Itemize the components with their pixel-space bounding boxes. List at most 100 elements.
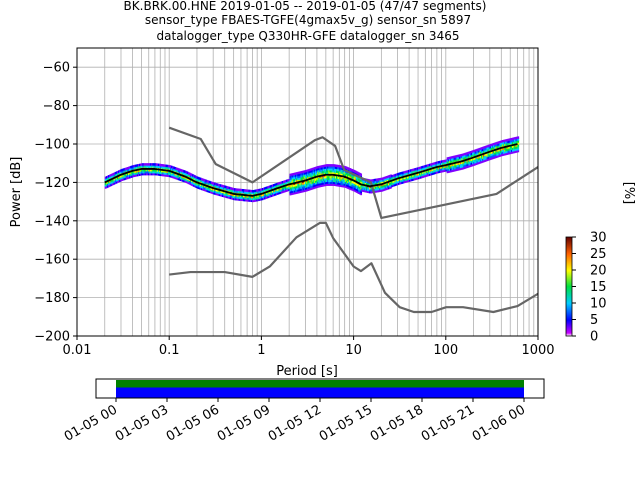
density-cell [333, 170, 336, 173]
density-cell [507, 142, 510, 146]
density-cell [181, 169, 183, 172]
density-cell [467, 153, 470, 157]
density-cell [350, 174, 353, 177]
density-cell [281, 190, 284, 194]
density-cell [292, 190, 295, 193]
density-cell [302, 182, 305, 185]
density-cell [409, 179, 411, 182]
density-cell [513, 146, 515, 150]
density-cell [207, 188, 210, 191]
density-cell [240, 190, 243, 194]
density-cell [400, 181, 402, 185]
density-cell [427, 164, 430, 167]
density-cell [362, 187, 365, 191]
density-cell [175, 169, 178, 172]
density-cell [452, 167, 454, 170]
density-cell [513, 141, 515, 144]
density-cell [113, 172, 116, 175]
density-cell [428, 173, 431, 176]
density-cell [494, 152, 496, 155]
density-cell [410, 175, 412, 178]
density-cell [321, 166, 324, 170]
density-cell [335, 170, 338, 173]
density-cell [363, 182, 366, 185]
density-cell [321, 176, 324, 180]
density-cell [341, 182, 344, 186]
density-cell [205, 181, 208, 185]
density-cell [468, 159, 471, 162]
density-cell [201, 179, 203, 183]
density-cell [307, 175, 309, 178]
density-cell [311, 187, 314, 190]
density-cell [354, 178, 357, 181]
density-cell [296, 174, 298, 177]
density-cell [172, 166, 174, 169]
density-cell [380, 185, 382, 188]
density-cell [164, 172, 167, 175]
density-cell [218, 183, 221, 187]
density-cell [350, 168, 353, 172]
density-cell [422, 175, 424, 178]
density-cell [316, 172, 318, 175]
density-cell [236, 198, 239, 201]
colorbar-tick-label: 5 [590, 313, 598, 328]
density-cell [480, 150, 483, 154]
density-cell [433, 164, 436, 167]
density-cell [468, 160, 471, 164]
density-cell [476, 158, 479, 161]
density-cell [461, 163, 463, 166]
density-cell [208, 184, 211, 188]
density-cell [410, 178, 412, 182]
density-cell [277, 188, 280, 191]
density-cell [247, 197, 250, 200]
density-cell [186, 175, 189, 178]
density-cell [313, 182, 316, 185]
density-cell [459, 167, 462, 171]
density-cell [246, 197, 249, 200]
density-cell [499, 154, 502, 157]
density-cell [280, 181, 283, 184]
density-cell [307, 169, 309, 172]
density-cell [218, 189, 221, 193]
density-cell [364, 180, 367, 183]
density-cell [130, 175, 132, 179]
density-cell [434, 169, 437, 173]
density-cell [364, 188, 367, 191]
density-cell [393, 183, 396, 187]
density-cell [360, 175, 363, 178]
density-cell [465, 163, 468, 167]
density-cell [312, 182, 315, 186]
density-cell [412, 168, 415, 172]
density-cell [182, 177, 184, 180]
density-cell [350, 176, 353, 179]
plot-frame [76, 47, 539, 337]
density-cell [342, 184, 345, 188]
density-cell [464, 160, 467, 164]
density-cell [166, 170, 169, 174]
density-cell [374, 188, 377, 191]
density-cell [264, 187, 266, 190]
density-cell [480, 158, 483, 162]
density-cell [270, 190, 273, 194]
density-cell [513, 145, 515, 148]
density-cell [369, 179, 371, 182]
density-cell [500, 153, 503, 157]
x-tick-label: 10 [345, 343, 362, 358]
density-cell [178, 172, 181, 175]
density-cell [305, 185, 307, 188]
density-cell [188, 172, 191, 176]
density-cell [516, 150, 519, 153]
density-cell [354, 172, 357, 175]
density-cell [366, 190, 369, 193]
density-cell [187, 173, 190, 177]
density-cell [302, 189, 305, 193]
density-cell [196, 176, 199, 179]
density-cell [120, 178, 122, 182]
density-cell [406, 179, 409, 183]
density-cell [434, 163, 437, 167]
density-cell [369, 190, 371, 194]
density-cell [496, 143, 499, 147]
density-cell [376, 182, 379, 185]
density-cell [153, 172, 156, 176]
density-cell [199, 179, 202, 183]
